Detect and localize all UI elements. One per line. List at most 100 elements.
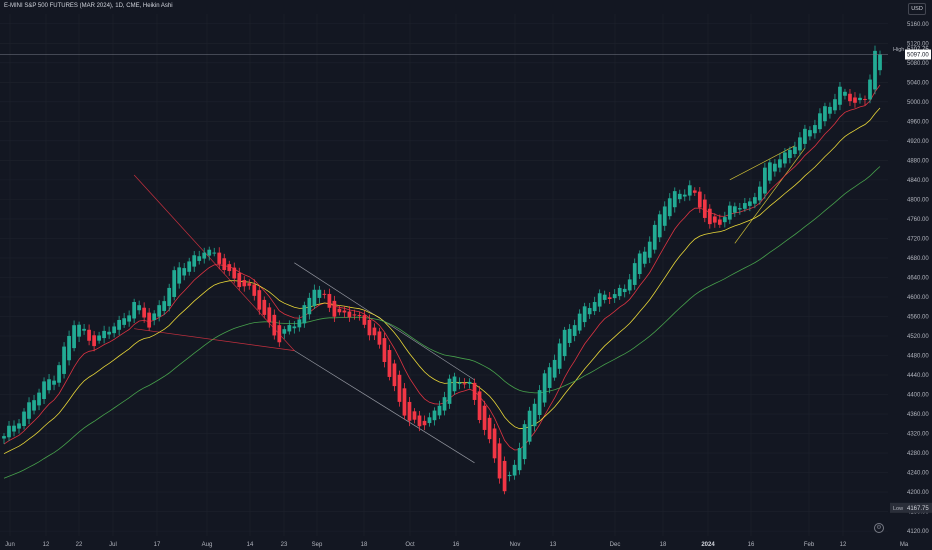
candle-body [327,293,332,308]
candle-body [482,405,487,430]
candle-body [167,287,172,307]
y-tick-label: 4960.00 [907,119,929,125]
candle-body [737,208,742,210]
chart-grid [0,14,888,536]
candle-body [557,343,562,369]
candle-body [662,206,667,226]
candle-body [452,376,457,392]
candle-body [237,273,242,288]
candle-body [577,313,582,331]
y-tick-label: 4640.00 [907,275,929,281]
x-tick-label: Aug [202,542,213,548]
moving-averages [3,84,881,479]
candle-body [372,327,377,336]
y-tick-label: 4360.00 [907,412,929,418]
candle-body [42,381,46,399]
candle-body [757,186,762,201]
low-value: 4167.75 [907,506,929,512]
x-tick-label: Sep [312,542,323,548]
candle-body [702,199,707,218]
candle-body [7,425,11,438]
candle-body [667,198,672,217]
x-tick-label: 16 [453,542,460,548]
candle-body [542,373,547,403]
candle-body [732,206,737,213]
y-tick-label: 5040.00 [907,80,929,86]
candle-body [467,381,472,384]
y-tick-label: 4320.00 [907,432,929,438]
candle-body [172,270,177,297]
candle-body [803,128,807,144]
y-tick-label: 4280.00 [907,451,929,457]
trendline [133,174,295,351]
candle-body [602,294,607,300]
candle-body [552,359,557,378]
candle-body [752,197,757,204]
y-tick-label: 4400.00 [907,393,929,399]
candle-body [342,310,347,313]
y-tick-label: 4840.00 [907,178,929,184]
ema-line [3,84,881,451]
low-label: Low [893,506,903,512]
candle-body [17,423,21,429]
candle-body [632,263,637,285]
candle-body [332,300,337,317]
candle-body [187,261,192,272]
y-tick-label: 4880.00 [907,158,929,164]
candle-body [112,326,116,334]
candle-body [207,249,212,256]
y-tick-label: 4480.00 [907,353,929,359]
candle-body [137,305,142,311]
candle-body [272,314,277,336]
candle-body [637,253,642,275]
trendlines [133,145,806,464]
candle-body [157,305,162,317]
candle-body [447,378,452,404]
trendline [134,328,295,351]
settings-gear-icon[interactable]: ⚙ [874,523,884,533]
candle-body [838,86,842,105]
candle-body [687,185,692,196]
y-tick-label: 5120.00 [907,41,929,47]
candle-body [798,137,802,151]
candle-body [833,99,837,111]
candle-body [587,308,592,315]
candle-body [177,267,182,284]
candle-body [232,267,237,279]
candle-body [152,313,157,321]
candle-body [848,93,852,102]
x-tick-label: Feb [804,542,815,548]
y-tick-label: 4800.00 [907,197,929,203]
currency-button[interactable]: USD [908,3,926,15]
candle-body [472,382,477,400]
candle-body [657,214,662,238]
candle-body [437,405,442,416]
candle-body [457,382,462,384]
candle-body [312,289,317,307]
candle-body [747,201,752,206]
candle-body [67,335,71,361]
candle-body [127,315,132,322]
candle-body [742,203,747,209]
x-tick-label: 14 [247,542,254,548]
trendline [734,147,806,244]
y-tick-label: 4200.00 [907,490,929,496]
x-tick-label: 12 [43,542,50,548]
candle-body [652,224,657,250]
candle-body [582,306,587,323]
candle-body [432,410,437,421]
candle-body [352,314,357,316]
candle-body [132,302,137,319]
candle-body [57,365,61,383]
ema-line [3,166,881,479]
x-tick-label: 18 [660,542,667,548]
candle-body [387,350,392,377]
candle-body [282,329,287,334]
candle-body [252,284,257,296]
last-price-value: 5097.00 [907,52,929,58]
x-tick-label: 17 [154,542,161,548]
candle-body [22,411,26,426]
y-tick-label: 5160.00 [907,22,929,28]
candle-body [477,391,482,421]
